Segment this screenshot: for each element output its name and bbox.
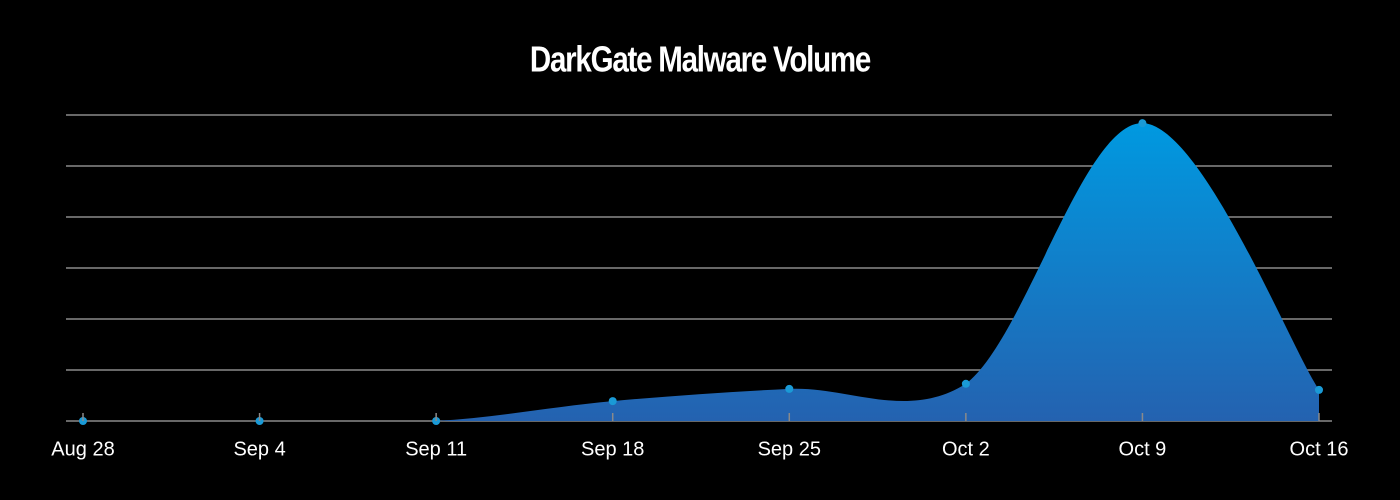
x-tick-label: Oct 9 [1119,438,1167,460]
x-tick-label: Sep 25 [758,438,821,460]
data-point [608,397,617,406]
x-tick-label: Sep 18 [581,438,644,460]
chart-title: DarkGate Malware Volume [530,39,871,79]
x-tick-label: Oct 16 [1290,438,1349,460]
x-tick-label: Sep 11 [405,438,467,460]
x-tick-label: Sep 4 [233,438,285,460]
x-tick-label: Oct 2 [942,438,990,460]
data-point [961,379,970,388]
x-tick-label: Aug 28 [51,438,114,460]
area [83,123,1319,421]
data-point [1138,119,1147,128]
data-point [785,384,794,393]
data-point [1315,385,1323,394]
